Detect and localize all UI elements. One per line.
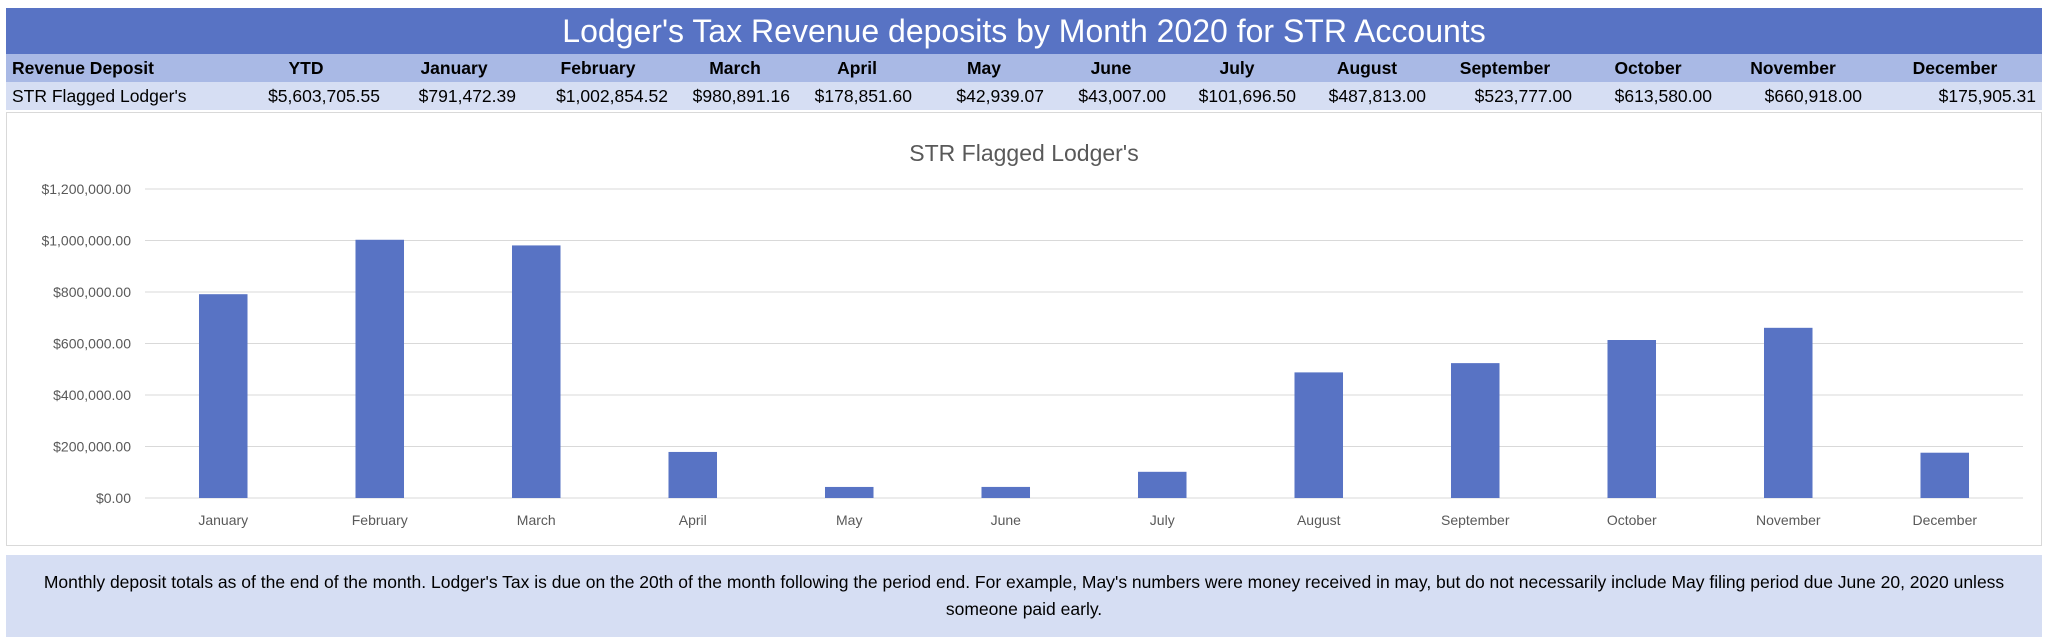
bar [1137, 471, 1187, 498]
column-header: Revenue Deposit [12, 57, 154, 78]
table-cell: $5,603,705.55 [268, 85, 380, 106]
column-header: November [1750, 57, 1836, 78]
table-cell: STR Flagged Lodger's [12, 85, 187, 106]
chart-title: STR Flagged Lodger's [909, 140, 1138, 166]
table-cell: $178,851.60 [814, 85, 912, 106]
bar-chart: STR Flagged Lodger's $0.00 $200,000.00 $40… [41, 140, 2023, 528]
x-tick-label: January [198, 512, 248, 528]
x-tick-label: November [1756, 512, 1821, 528]
bar [1920, 452, 1970, 498]
column-header: June [1090, 57, 1132, 78]
bar [355, 239, 405, 498]
footnote: Monthly deposit totals as of the end of … [6, 555, 2042, 637]
bar [198, 294, 248, 498]
table-cell: $42,939.07 [956, 85, 1044, 106]
x-tick-label: December [1912, 512, 1977, 528]
table-cell: $523,777.00 [1474, 85, 1572, 106]
table-cell: $1,002,854.52 [556, 85, 668, 106]
table-cell: $43,007.00 [1078, 85, 1166, 106]
x-tick-label: April [679, 512, 707, 528]
table-row: STR Flagged Lodger's $5,603,705.55 $791,… [6, 82, 2042, 110]
table-header-row: Revenue Deposit YTD January February Mar… [6, 54, 2042, 82]
bar [668, 451, 718, 498]
x-tick-label: February [352, 512, 408, 528]
x-tick-label: June [991, 512, 1022, 528]
page-title: Lodger's Tax Revenue deposits by Month 2… [6, 8, 2042, 54]
bar [511, 245, 561, 498]
table-cell: $175,905.31 [1938, 85, 2036, 106]
column-header: January [420, 57, 488, 78]
x-tick-label: March [517, 512, 556, 528]
bar [1450, 363, 1500, 498]
x-tick-label: October [1607, 512, 1657, 528]
table-cell: $660,918.00 [1764, 85, 1862, 106]
y-tick-label: $1,200,000.00 [41, 181, 131, 197]
y-tick-label: $0.00 [96, 490, 131, 506]
y-tick-label: $600,000.00 [53, 336, 131, 352]
column-header: YTD [288, 57, 324, 78]
x-tick-label: July [1150, 512, 1175, 528]
column-header: April [837, 57, 877, 78]
table-cell: $487,813.00 [1328, 85, 1426, 106]
bar [824, 486, 874, 498]
column-header: August [1336, 57, 1398, 78]
table-cell: $980,891.16 [692, 85, 790, 106]
y-tick-label: $1,000,000.00 [41, 233, 131, 249]
deposit-table: Revenue Deposit YTD January February Mar… [6, 54, 2042, 110]
bar [1607, 340, 1657, 498]
chart-area: STR Flagged Lodger's $0.00 $200,000.00 $40… [6, 112, 2042, 546]
x-tick-label: May [836, 512, 862, 528]
bar [981, 486, 1031, 498]
footnote-text: Monthly deposit totals as of the end of … [43, 572, 2005, 619]
y-tick-label: $400,000.00 [53, 387, 131, 403]
column-header: July [1219, 57, 1255, 78]
bar [1294, 372, 1344, 498]
y-tick-label: $200,000.00 [53, 439, 131, 455]
x-tick-label: September [1441, 512, 1510, 528]
column-header: October [1614, 57, 1682, 78]
column-header: March [709, 57, 761, 78]
column-header: February [560, 57, 636, 78]
x-tick-label: August [1297, 512, 1341, 528]
y-tick-label: $800,000.00 [53, 284, 131, 300]
table-cell: $613,580.00 [1614, 85, 1712, 106]
table-cell: $791,472.39 [418, 85, 516, 106]
table-cell: $101,696.50 [1198, 85, 1296, 106]
column-header: December [1912, 57, 1998, 78]
bar [1763, 327, 1813, 498]
column-header: May [966, 57, 1002, 78]
column-header: September [1459, 57, 1551, 78]
